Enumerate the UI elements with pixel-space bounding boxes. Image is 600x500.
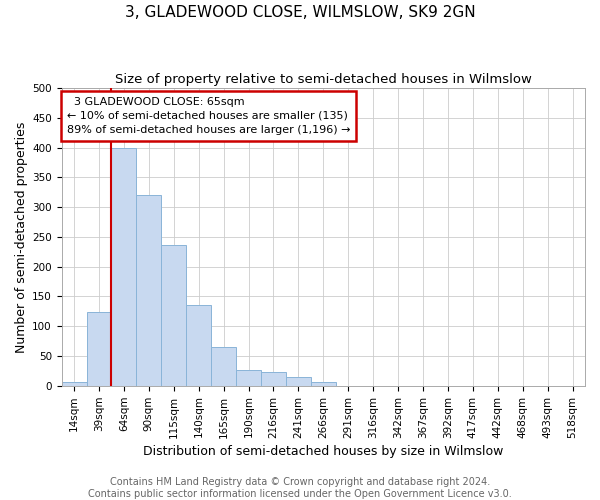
Text: 3 GLADEWOOD CLOSE: 65sqm
← 10% of semi-detached houses are smaller (135)
89% of : 3 GLADEWOOD CLOSE: 65sqm ← 10% of semi-d… xyxy=(67,97,350,135)
Text: 3, GLADEWOOD CLOSE, WILMSLOW, SK9 2GN: 3, GLADEWOOD CLOSE, WILMSLOW, SK9 2GN xyxy=(125,5,475,20)
Bar xyxy=(311,382,336,386)
X-axis label: Distribution of semi-detached houses by size in Wilmslow: Distribution of semi-detached houses by … xyxy=(143,444,503,458)
Y-axis label: Number of semi-detached properties: Number of semi-detached properties xyxy=(15,121,28,352)
Text: Contains HM Land Registry data © Crown copyright and database right 2024.
Contai: Contains HM Land Registry data © Crown c… xyxy=(88,478,512,499)
Bar xyxy=(211,347,236,386)
Bar xyxy=(136,195,161,386)
Bar xyxy=(186,306,211,386)
Bar xyxy=(261,372,286,386)
Bar xyxy=(62,382,86,386)
Bar xyxy=(286,378,311,386)
Bar xyxy=(161,244,186,386)
Title: Size of property relative to semi-detached houses in Wilmslow: Size of property relative to semi-detach… xyxy=(115,72,532,86)
Bar xyxy=(112,148,136,386)
Bar xyxy=(236,370,261,386)
Bar xyxy=(86,312,112,386)
